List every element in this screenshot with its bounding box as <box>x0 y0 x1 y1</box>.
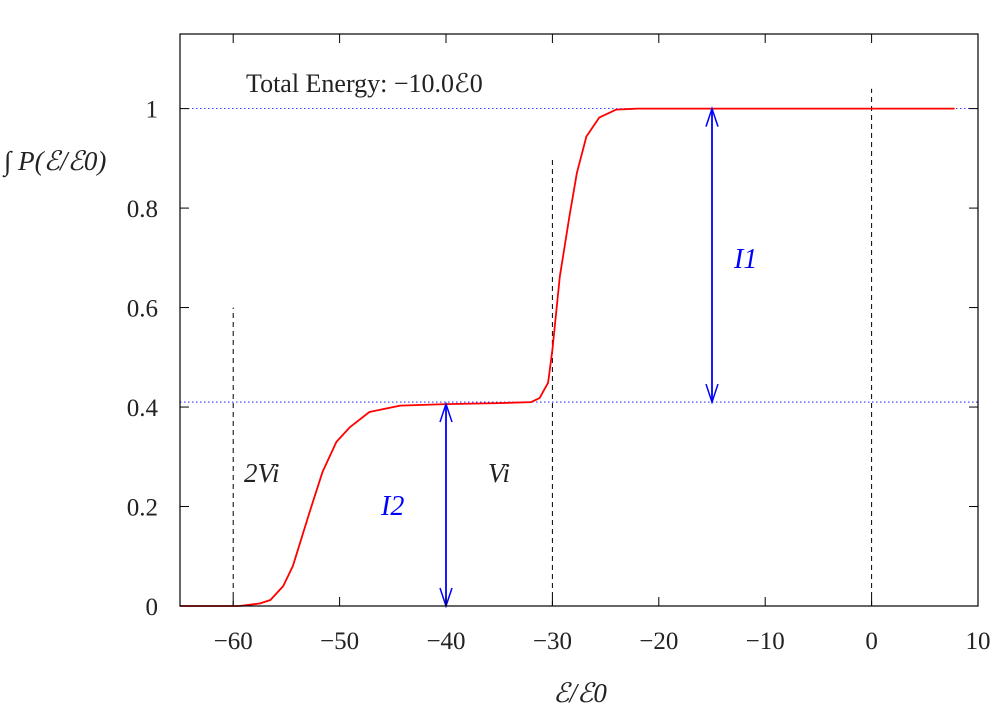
i1-arrowhead-top <box>705 106 719 127</box>
x-tick-label: −20 <box>639 628 678 655</box>
y-tick-label: 1 <box>146 97 159 124</box>
i1-label: I1 <box>733 244 757 275</box>
y-tick-label: 0 <box>146 594 159 621</box>
y-tick-label: 0.6 <box>127 296 158 323</box>
i1-arrowhead-bottom <box>705 383 719 405</box>
i2-arrowhead-top <box>439 401 453 423</box>
x-tick-label: −50 <box>320 628 359 655</box>
two-vi-label: 2Vi <box>244 458 280 488</box>
y-tick-label: 0.4 <box>127 395 159 422</box>
x-tick-label: −40 <box>426 628 465 655</box>
total-energy-label: Total Energy: −10.0ℰ0 <box>246 69 483 98</box>
series-line <box>180 107 955 607</box>
i2-label: I2 <box>380 491 404 522</box>
plot-frame <box>179 33 979 607</box>
y-axis-label: ∫ P(ℰ/ℰ0) <box>2 146 106 178</box>
x-tick-label: −30 <box>533 628 572 655</box>
x-axis-label: ℰ/ℰ0 <box>553 678 607 708</box>
x-tick-label: −60 <box>214 628 253 655</box>
y-tick-label: 0.8 <box>127 196 158 223</box>
y-tick-label: 0.2 <box>127 495 158 522</box>
vi-label: Vi <box>488 458 510 488</box>
axis-ticks: −60 −50 −40 −30 −20 −10 0 10 0 0.2 0.4 0.6 0.8 1 <box>127 34 991 655</box>
arrows-layer <box>439 106 719 609</box>
x-tick-label: 10 <box>966 628 991 655</box>
series-layer <box>180 107 955 607</box>
x-tick-label: −10 <box>746 628 785 655</box>
x-tick-label: 0 <box>865 628 878 655</box>
